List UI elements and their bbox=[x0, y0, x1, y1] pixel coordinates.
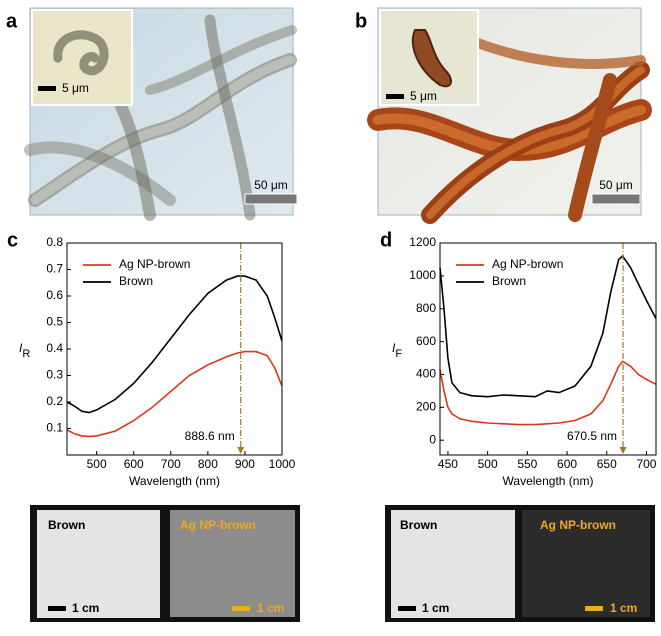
panel-label: b bbox=[355, 10, 367, 32]
y-tick-label: 0.6 bbox=[46, 288, 63, 302]
y-tick-label: 200 bbox=[416, 400, 436, 414]
y-tick-label: 1200 bbox=[409, 235, 436, 249]
annotation-arrow bbox=[237, 447, 245, 454]
annotation-label: 670.5 nm bbox=[567, 429, 617, 443]
legend-label: Brown bbox=[492, 274, 526, 288]
x-tick-label: 600 bbox=[557, 457, 577, 471]
photo-reflectance: Brown Ag NP-brown 1 cm 1 cm bbox=[30, 505, 300, 622]
y-tick-label: 600 bbox=[416, 334, 436, 348]
scale-label: 50 μm bbox=[599, 178, 633, 192]
panel-label: d bbox=[380, 229, 392, 251]
photo-label: Ag NP-brown bbox=[540, 518, 616, 532]
x-tick-label: 500 bbox=[478, 457, 498, 471]
micrograph-a: 5 μm 50 μm a bbox=[6, 7, 298, 221]
micrograph-b: 5 μm 50 μm b bbox=[355, 7, 652, 224]
series-line bbox=[439, 254, 657, 398]
annotation-arrow bbox=[619, 447, 627, 454]
inset-scale-label: 5 μm bbox=[62, 81, 89, 95]
y-tick-label: 0.8 bbox=[46, 235, 63, 249]
x-tick-label: 500 bbox=[87, 457, 107, 471]
x-tick-label: 800 bbox=[198, 457, 218, 471]
chart: c 0.1 0.2 0.3 0.4 0.5 0.6 0.7 0.8 500 600 700 800 900… bbox=[7, 229, 296, 488]
x-tick-label: 650 bbox=[597, 457, 617, 471]
y-axis-label-sub: R bbox=[22, 348, 30, 360]
annotation-label: 888.6 nm bbox=[185, 429, 235, 443]
x-axis-label: Wavelength (nm) bbox=[503, 474, 594, 488]
series-line bbox=[439, 360, 657, 426]
scale-label: 50 μm bbox=[254, 178, 288, 192]
x-axis-label: Wavelength (nm) bbox=[129, 474, 220, 488]
y-tick-label: 0 bbox=[429, 432, 436, 446]
chart: d 0 200 400 600 800 1000 1200 450 500 550 600 650 700… bbox=[380, 229, 657, 488]
photo-scale: 1 cm bbox=[72, 601, 99, 615]
photo-label: Brown bbox=[400, 518, 437, 532]
y-tick-label: 800 bbox=[416, 301, 436, 315]
y-tick-label: 400 bbox=[416, 367, 436, 381]
panel-label: a bbox=[6, 10, 18, 32]
legend-label: Ag NP-brown bbox=[119, 257, 190, 271]
panel-label: c bbox=[7, 229, 18, 251]
x-tick-label: 450 bbox=[438, 457, 458, 471]
photo-fluorescence: Brown Ag NP-brown 1 cm 1 cm bbox=[385, 505, 655, 622]
y-tick-label: 0.3 bbox=[46, 368, 63, 382]
x-tick-label: 1000 bbox=[269, 457, 296, 471]
y-axis-label-sub: F bbox=[395, 348, 402, 360]
photo-scale: 1 cm bbox=[257, 601, 284, 615]
photo-scale: 1 cm bbox=[610, 601, 637, 615]
plot-frame bbox=[439, 242, 657, 456]
x-tick-label: 900 bbox=[235, 457, 255, 471]
series-line bbox=[66, 275, 283, 414]
y-axis-label-main: I bbox=[392, 341, 396, 355]
y-axis-label: IF bbox=[392, 341, 402, 360]
x-tick-label: 700 bbox=[636, 457, 656, 471]
photo-scale: 1 cm bbox=[422, 601, 449, 615]
photo-label: Ag NP-brown bbox=[180, 518, 256, 532]
y-tick-label: 1000 bbox=[409, 268, 436, 282]
plot-frame bbox=[66, 242, 283, 456]
x-tick-label: 550 bbox=[517, 457, 537, 471]
series-line bbox=[66, 350, 283, 438]
y-tick-label: 0.7 bbox=[46, 262, 63, 276]
y-tick-label: 0.5 bbox=[46, 315, 63, 329]
x-tick-label: 600 bbox=[124, 457, 144, 471]
y-axis-label: IR bbox=[19, 341, 30, 360]
y-tick-label: 0.1 bbox=[46, 421, 63, 435]
legend-label: Brown bbox=[119, 274, 153, 288]
legend-label: Ag NP-brown bbox=[492, 257, 563, 271]
y-axis-label-main: I bbox=[19, 341, 23, 355]
inset-scale-label: 5 μm bbox=[410, 89, 437, 103]
x-tick-label: 700 bbox=[161, 457, 181, 471]
y-tick-label: 0.4 bbox=[46, 341, 63, 355]
y-tick-label: 0.2 bbox=[46, 394, 63, 408]
photo-label: Brown bbox=[48, 518, 85, 532]
